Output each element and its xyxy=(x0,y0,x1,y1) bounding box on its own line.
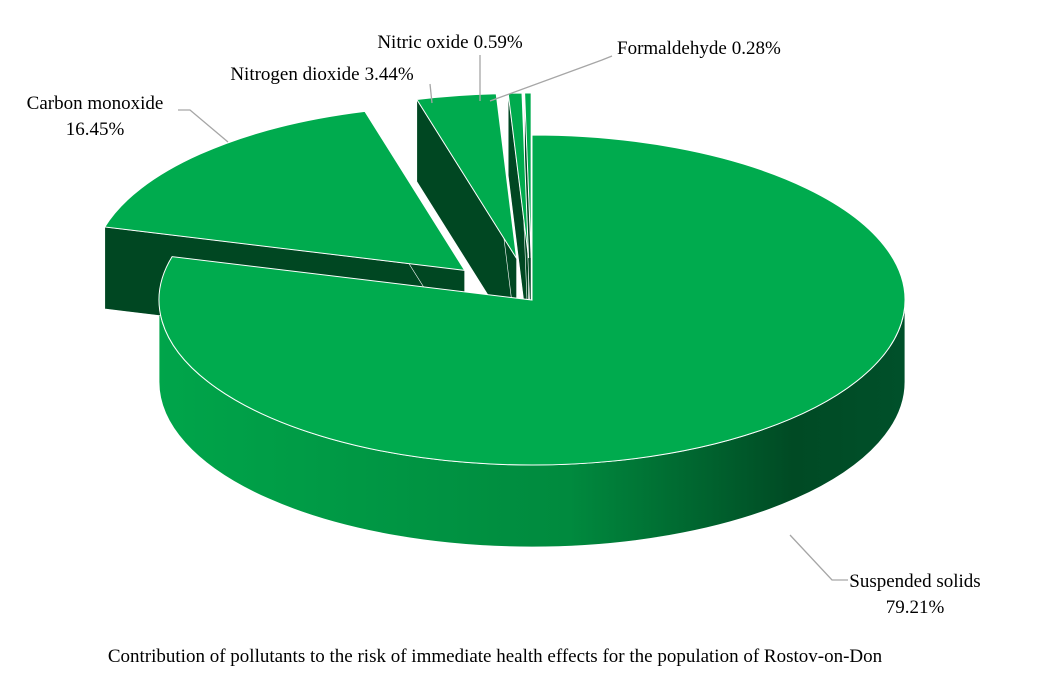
labels: Suspended solids 79.21% Carbon monoxide 16.… xyxy=(27,32,981,618)
value-label: 79.21% xyxy=(886,597,945,618)
leader-line xyxy=(489,55,613,102)
category-label: Nitrogen dioxide xyxy=(230,64,359,85)
leader-line xyxy=(789,534,848,581)
value-label: 0.59% xyxy=(474,32,523,53)
value-label: 16.45% xyxy=(66,119,125,140)
slice-label: Nitrogen dioxide 3.44% xyxy=(230,64,414,85)
slice xyxy=(524,92,532,258)
value-label: 3.44% xyxy=(365,64,414,85)
leader-line xyxy=(429,83,433,104)
category-label: Suspended solids xyxy=(849,571,980,592)
slice xyxy=(103,110,466,271)
leader-line xyxy=(178,109,229,143)
chart-title: Contribution of pollutants to the risk o… xyxy=(108,646,883,667)
slice-tops xyxy=(103,92,906,466)
category-label: Nitric oxide xyxy=(377,32,468,53)
category-label: Carbon monoxide xyxy=(27,93,164,114)
slice xyxy=(158,134,906,466)
slice-label: Nitric oxide 0.59% xyxy=(377,32,523,53)
slice xyxy=(415,93,518,259)
category-label: Formaldehyde xyxy=(617,38,727,59)
value-label: 0.28% xyxy=(732,38,781,59)
slice xyxy=(507,92,530,259)
slice-label: Formaldehyde 0.28% xyxy=(617,38,781,59)
